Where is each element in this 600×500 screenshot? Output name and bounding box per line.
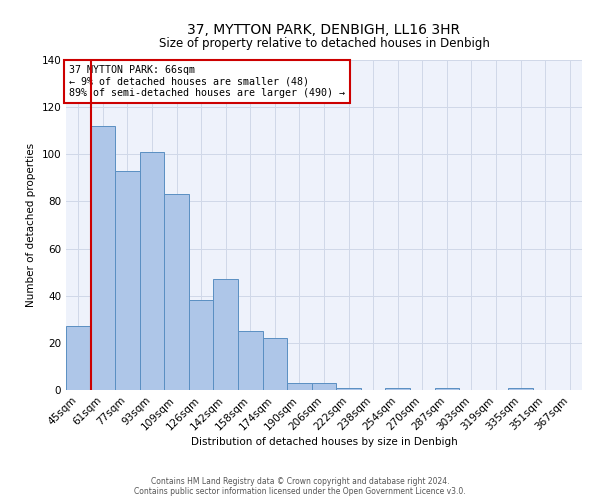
Bar (336, 388, 361, 390)
Text: Contains HM Land Registry data © Crown copyright and database right 2024.: Contains HM Land Registry data © Crown c… (151, 478, 449, 486)
Bar (312, 383, 336, 390)
Bar (91, 126, 115, 390)
Bar (115, 171, 140, 390)
Bar (287, 383, 312, 390)
Text: Contains public sector information licensed under the Open Government Licence v3: Contains public sector information licen… (134, 488, 466, 496)
Text: 37, MYTTON PARK, DENBIGH, LL16 3HR: 37, MYTTON PARK, DENBIGH, LL16 3HR (187, 22, 461, 36)
Bar (508, 388, 533, 390)
Bar (434, 388, 459, 390)
Text: Size of property relative to detached houses in Denbigh: Size of property relative to detached ho… (158, 38, 490, 51)
Bar (140, 152, 164, 390)
Bar (214, 279, 238, 390)
Text: 37 MYTTON PARK: 66sqm
← 9% of detached houses are smaller (48)
89% of semi-detac: 37 MYTTON PARK: 66sqm ← 9% of detached h… (68, 65, 344, 98)
Bar (164, 194, 189, 390)
Bar (263, 338, 287, 390)
Bar (66, 326, 91, 390)
Bar (385, 388, 410, 390)
X-axis label: Distribution of detached houses by size in Denbigh: Distribution of detached houses by size … (191, 438, 457, 448)
Bar (189, 300, 214, 390)
Bar (238, 331, 263, 390)
Y-axis label: Number of detached properties: Number of detached properties (26, 143, 36, 307)
